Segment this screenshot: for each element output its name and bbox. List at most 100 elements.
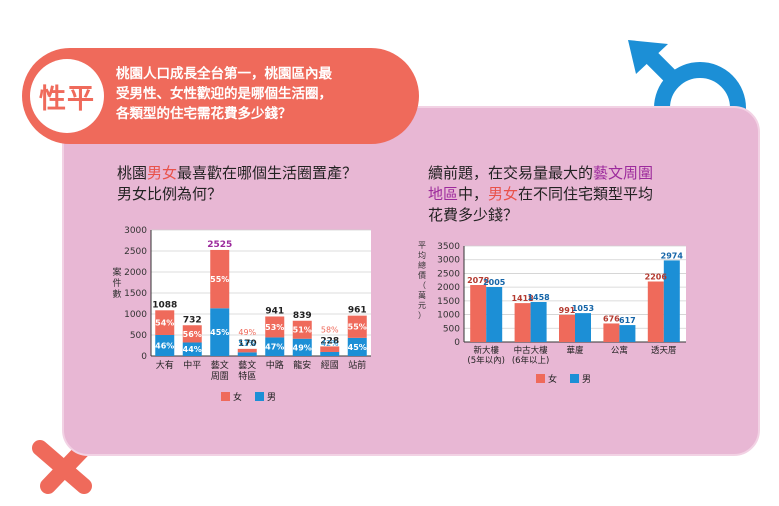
total-label: 2525 bbox=[207, 240, 232, 250]
legend-swatch-female bbox=[536, 374, 545, 383]
legend-swatch-male bbox=[570, 374, 579, 383]
bar-female bbox=[470, 285, 487, 342]
bar-male bbox=[320, 351, 340, 356]
y-tick-label: 2500 bbox=[124, 247, 147, 257]
header-line: 各類型的住宅需花費多少錢？ bbox=[116, 106, 292, 122]
q2-part: 在不同住宅類型平均 bbox=[518, 185, 654, 203]
q2-highlight: 藝文周圍 bbox=[593, 164, 654, 182]
value-label-male: 2005 bbox=[483, 278, 506, 287]
value-label-female: 1418 bbox=[511, 294, 534, 303]
female-pct-label: 55% bbox=[348, 323, 367, 332]
female-pct-label: 51% bbox=[293, 326, 312, 335]
legend-swatch-male bbox=[255, 392, 264, 401]
q2-highlight-red: 男女 bbox=[488, 185, 519, 203]
y-tick-label: 2000 bbox=[124, 268, 147, 278]
value-label-male: 1458 bbox=[527, 293, 550, 302]
total-label: 941 bbox=[265, 306, 284, 316]
x-tick-label: 透天厝 bbox=[651, 345, 677, 356]
male-pct-label: 46% bbox=[155, 341, 174, 350]
y-tick-label: 1500 bbox=[124, 289, 147, 299]
value-label-male: 1053 bbox=[572, 304, 594, 313]
bar-female bbox=[265, 316, 285, 338]
chart1-question-line2: 男女比例為何？ bbox=[117, 185, 223, 203]
chart2-question: 續前題，在交易量最大的藝文周圍 地區中，男女在不同住宅類型平均 花費多少錢？ bbox=[428, 163, 728, 226]
chart2-question-line2: 地區中，男女在不同住宅類型平均 bbox=[428, 184, 728, 205]
y-tick-label: 3500 bbox=[437, 242, 460, 252]
x-tick-label: 經國 bbox=[321, 359, 339, 371]
legend-label-female: 女 bbox=[233, 391, 242, 403]
male-pct-label: 45% bbox=[348, 343, 367, 352]
x-tick-label: 中路 bbox=[266, 359, 284, 371]
x-tick-label: 站前 bbox=[348, 359, 366, 371]
legend-swatch-female bbox=[221, 392, 230, 401]
legend-label-female: 女 bbox=[548, 373, 557, 385]
grouped-bar-chart: 0 500 1000 1500 2000 2500 3000 3500 平均總價（萬元） 2078… bbox=[418, 241, 686, 385]
y-tick-label: 0 bbox=[454, 338, 460, 348]
bar-male bbox=[530, 302, 547, 342]
x-tick-label: (5年以內) bbox=[467, 355, 505, 366]
male-pct-label: 45% bbox=[210, 328, 229, 337]
header-line: 受男性、女性歡迎的是哪個生活圈， bbox=[116, 86, 332, 102]
bar-female bbox=[603, 323, 620, 342]
bar-female bbox=[514, 303, 531, 342]
y-tick-label: 1500 bbox=[437, 297, 460, 307]
y-axis-label: 平均總價（萬元） bbox=[418, 241, 426, 320]
bar-male bbox=[575, 313, 591, 342]
bar-male bbox=[210, 308, 230, 356]
female-pct-label: 54% bbox=[155, 319, 174, 328]
x-tick-label: 特區 bbox=[238, 370, 256, 382]
q2-highlight: 地區 bbox=[428, 185, 459, 203]
stacked-bar-chart: 0 500 1000 1500 2000 2500 3000 案件數 1088 54% 46% 大有 7… bbox=[112, 226, 371, 403]
value-label-female: 2078 bbox=[467, 276, 490, 285]
value-label-female: 991 bbox=[559, 306, 576, 315]
bar-female bbox=[320, 346, 340, 352]
x-tick-label: 華廈 bbox=[566, 345, 584, 356]
x-tick-label: (6年以上) bbox=[512, 355, 550, 366]
bar-female bbox=[182, 325, 202, 343]
y-tick-label: 0 bbox=[141, 352, 147, 362]
x-tick-label: 藝文 bbox=[238, 359, 256, 371]
legend-label-male: 男 bbox=[582, 374, 591, 385]
y-axis-label: 案件數 bbox=[112, 266, 121, 300]
bar-female bbox=[347, 315, 367, 338]
y-tick-label: 500 bbox=[443, 324, 460, 334]
x-tick-label: 周圍 bbox=[211, 371, 229, 382]
male-pct-label: 44% bbox=[183, 345, 202, 354]
bar-male bbox=[182, 342, 202, 356]
bar-male bbox=[347, 337, 367, 356]
y-tick-label: 3000 bbox=[124, 226, 147, 236]
x-tick-label: 中平 bbox=[183, 359, 201, 371]
bar-female bbox=[210, 249, 230, 309]
bar-female bbox=[559, 314, 575, 342]
x-tick-label: 公寓 bbox=[611, 345, 628, 356]
q2-part: 續前題，在交易量最大的 bbox=[428, 164, 594, 182]
bar-male bbox=[265, 337, 285, 356]
bar-male bbox=[663, 260, 680, 342]
y-tick-label: 3000 bbox=[437, 256, 460, 266]
total-label: 961 bbox=[348, 306, 367, 316]
header-line: 桃園人口成長全台第一，桃園區內最 bbox=[116, 66, 332, 82]
total-label: 732 bbox=[183, 315, 202, 325]
total-label: 170 bbox=[238, 339, 257, 349]
x-tick-label: 藝文 bbox=[211, 359, 229, 371]
y-tick-label: 1000 bbox=[124, 310, 147, 320]
bar-male bbox=[292, 338, 312, 356]
legend-label-male: 男 bbox=[267, 392, 276, 403]
badge-label: 性平 bbox=[39, 83, 95, 115]
q2-part: 中， bbox=[458, 185, 489, 203]
chart1-question-line1: 桃園男女最喜歡在哪個生活圈置產？ bbox=[117, 163, 417, 184]
female-pct-label: 56% bbox=[183, 330, 202, 339]
y-tick-label: 2500 bbox=[437, 269, 460, 279]
chart2-question-line3: 花費多少錢？ bbox=[428, 206, 519, 224]
x-tick-label: 大有 bbox=[156, 359, 174, 371]
chart2-question-line1: 續前題，在交易量最大的藝文周圍 bbox=[428, 163, 728, 184]
bar-male bbox=[619, 325, 636, 342]
bar-female bbox=[237, 348, 257, 353]
bar-female bbox=[155, 310, 175, 335]
chart1-question: 桃園男女最喜歡在哪個生活圈置產？ 男女比例為何？ bbox=[117, 163, 417, 205]
female-pct-label: 49% bbox=[238, 328, 256, 337]
value-label-female: 2206 bbox=[645, 272, 668, 281]
male-pct-label: 51% bbox=[238, 339, 256, 348]
male-pct-label: 47% bbox=[265, 343, 284, 352]
value-label-male: 2974 bbox=[661, 251, 684, 260]
